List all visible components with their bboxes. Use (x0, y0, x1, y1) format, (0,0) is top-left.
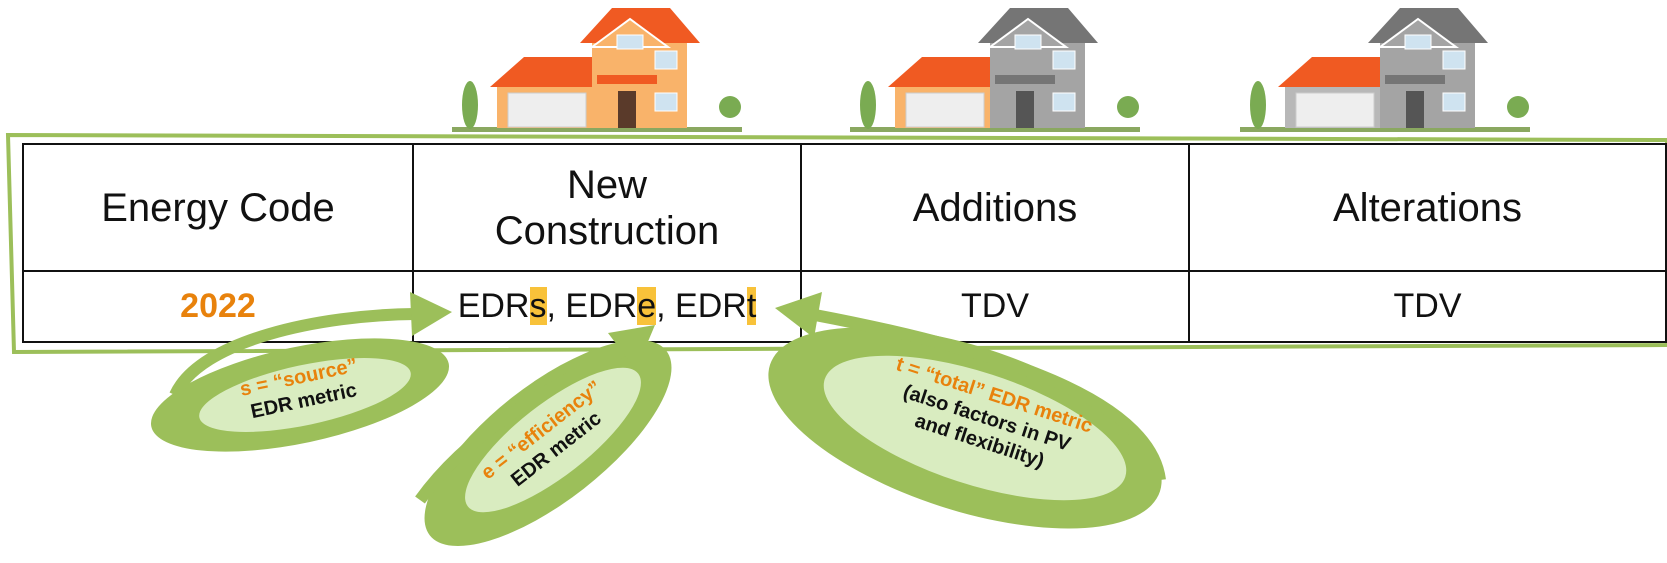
header-cell: New Construction (412, 143, 802, 272)
porch-roof (597, 75, 657, 84)
garage-door (905, 92, 985, 128)
garage-roof (888, 57, 1000, 87)
metric-base: EDR (457, 287, 530, 325)
arrowhead (608, 325, 655, 370)
house (850, 8, 1140, 132)
window (1052, 50, 1076, 70)
door (618, 91, 636, 128)
cell: TDV (1188, 270, 1667, 343)
header-text: Alterations (1333, 185, 1522, 230)
tree (462, 81, 478, 129)
ground (850, 127, 1140, 132)
porch-roof (995, 75, 1055, 84)
arrowhead (775, 292, 822, 338)
callout-fill (465, 367, 641, 513)
door (1016, 91, 1034, 128)
tree (1117, 96, 1139, 118)
metric-letter: s (529, 287, 547, 325)
garage-roof (1278, 57, 1390, 87)
callout-fill (199, 358, 411, 432)
porch-roof (1385, 75, 1445, 84)
window (1014, 34, 1042, 50)
separator: , (546, 287, 566, 325)
cell: EDRs, EDRe, EDRt (412, 270, 802, 343)
arrowheads (410, 292, 822, 370)
tree (719, 96, 741, 118)
separator: , (656, 287, 676, 325)
door (1406, 91, 1424, 128)
frame (5, 132, 1667, 355)
window (1052, 92, 1076, 112)
ground (452, 127, 742, 132)
garage-door (507, 92, 587, 128)
table: Energy Code New Construction Additions Alte… (22, 143, 1667, 343)
header-text: Additions (912, 185, 1078, 230)
tree (1250, 81, 1266, 129)
tree (1507, 96, 1529, 118)
arrowhead (410, 292, 452, 336)
garage-roof (490, 57, 602, 87)
cell-text: TDV (961, 287, 1029, 325)
window (1442, 92, 1466, 112)
window (654, 50, 678, 70)
house (1240, 8, 1530, 132)
window (1404, 34, 1432, 50)
arrows (169, 308, 1166, 504)
window (1442, 50, 1466, 70)
arrow (169, 308, 416, 398)
tree (860, 81, 876, 129)
houses (452, 8, 1530, 132)
cell: TDV (800, 270, 1190, 343)
ground (1240, 127, 1530, 132)
cell-text: TDV (1393, 287, 1462, 325)
header-text: New Construction (494, 162, 720, 253)
garage-door (1295, 92, 1375, 128)
metric-base: EDR (565, 287, 638, 325)
year: 2022 (180, 287, 256, 325)
arrow (415, 344, 628, 504)
window (654, 92, 678, 112)
house (452, 8, 742, 132)
metric-letter: t (746, 287, 757, 325)
window (616, 34, 644, 50)
arrow (813, 309, 1166, 482)
metric-letter: e (637, 287, 657, 325)
callout-fill (823, 355, 1127, 501)
callout-inner (199, 355, 1127, 513)
header-text: Energy Code (101, 185, 335, 230)
metric-list: EDRs, EDRe, EDRt (458, 287, 757, 326)
metric-base: EDR (675, 287, 747, 325)
